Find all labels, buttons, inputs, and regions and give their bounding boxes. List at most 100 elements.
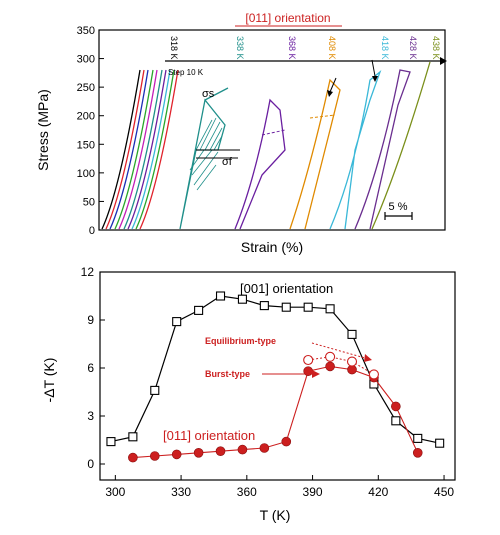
series-001-point — [303, 302, 313, 312]
sigma-f-label: σf — [222, 156, 233, 168]
top-y-tick-label: 200 — [77, 111, 95, 123]
bottom-x-tick-label: 450 — [434, 485, 454, 499]
series-001-point — [347, 329, 357, 339]
series-001-point — [413, 433, 423, 443]
curve-348k — [131, 69, 171, 230]
series-011-point — [325, 361, 335, 372]
curve-398k — [289, 78, 341, 230]
series-011-point — [237, 444, 248, 455]
series-001-line — [110, 295, 440, 444]
series-001-point — [106, 437, 116, 447]
top-y-tick-label: 100 — [77, 168, 95, 180]
series-011-point — [215, 446, 226, 457]
series-001-point — [215, 291, 226, 301]
series-011-point — [149, 451, 160, 461]
series-001-point — [237, 294, 247, 304]
bottom-y-tick-label: 3 — [87, 409, 94, 423]
curve-336k — [118, 69, 158, 230]
arrow-398k-head — [327, 90, 333, 97]
series-001-point — [281, 302, 291, 312]
scale-bar-label: 5 % — [389, 201, 408, 213]
curve-353k — [135, 69, 175, 230]
series-001-point — [128, 432, 138, 442]
series-011-point — [128, 452, 138, 463]
series-equilibrium-point — [368, 369, 379, 380]
curve-438k — [371, 61, 431, 230]
bottom-plot-frame — [99, 271, 456, 481]
legend-011-label: [011] orientation — [163, 428, 255, 443]
series-001-point — [172, 317, 182, 327]
bottom-series — [106, 291, 445, 463]
series-011-point — [259, 443, 270, 453]
delta-t-panel: 300 330 360 390 420 450 0 3 6 9 12 -ΔT (K) T (K) [… — [41, 265, 456, 523]
series-011-point — [171, 449, 182, 460]
bottom-y-tick-label: 0 — [87, 457, 94, 471]
curve-418k — [329, 70, 382, 230]
temp-label-438k: 438 K — [431, 36, 441, 60]
arrow-418k-head — [372, 76, 378, 82]
series-equilibrium-line — [308, 356, 375, 375]
bottom-x-tick-label: 360 — [237, 485, 257, 499]
curve-358k-loop — [179, 98, 226, 230]
curve-338k — [123, 69, 163, 230]
temp-label-418k: 418 K — [380, 36, 390, 60]
series-equilibrium-point — [346, 356, 358, 367]
equilibrium-arrow-head — [364, 354, 372, 362]
top-y-tick-label: 350 — [77, 25, 95, 37]
legend-001-label: [001] orientation — [240, 281, 333, 296]
hatched-area — [189, 117, 223, 191]
series-011-point — [193, 447, 204, 458]
top-x-axis-label: Strain (%) — [241, 239, 303, 255]
curve-358k — [139, 69, 179, 230]
curve-333k — [114, 69, 154, 230]
temp-label-408k: 408 K — [327, 36, 337, 60]
series-011-point — [281, 436, 292, 447]
top-plot-frame — [98, 29, 446, 231]
top-y-axis-label: Stress (MPa) — [35, 89, 51, 171]
top-y-tick-label: 250 — [77, 82, 95, 94]
temp-label-368k: 368 K — [287, 36, 297, 60]
bottom-x-tick-label: 330 — [171, 485, 191, 499]
bottom-y-tick-label: 6 — [87, 361, 94, 375]
curve-358k-loop-upper — [204, 87, 229, 101]
series-equilibrium-point — [303, 354, 314, 366]
series-011-point — [412, 447, 423, 458]
curve-328k — [109, 69, 149, 230]
equilibrium-arrow — [311, 342, 366, 359]
series-equilibrium-point — [325, 351, 336, 362]
series-001-point — [391, 416, 401, 426]
step-label: Step 10 K — [168, 68, 204, 77]
series-001-point — [150, 385, 160, 395]
series-001-point — [435, 438, 445, 448]
series-011-point — [391, 401, 401, 412]
arrow-398k — [329, 77, 337, 93]
series-001-point — [325, 304, 335, 314]
bottom-y-axis-label: -ΔT (K) — [41, 358, 57, 403]
bottom-x-tick-label: 420 — [368, 485, 388, 499]
burst-arrow-head — [312, 370, 320, 378]
temp-label-318k: 318 K — [169, 36, 179, 60]
top-y-tick-label: 0 — [89, 225, 95, 237]
curve-428k — [354, 69, 411, 230]
bottom-x-tick-label: 390 — [303, 485, 323, 499]
series-001-point — [259, 301, 269, 311]
top-y-axis: 0 50 100 150 200 250 300 350 — [77, 25, 104, 237]
step-arrow-head — [440, 57, 447, 65]
curve-398k-dash — [309, 114, 336, 119]
arrow-418k — [371, 59, 376, 77]
curve-323k — [105, 69, 145, 230]
top-y-tick-label: 300 — [77, 54, 95, 66]
temp-label-338k: 338 K — [235, 36, 245, 60]
bottom-x-axis-label: T (K) — [260, 507, 291, 523]
curve-368k — [234, 98, 286, 230]
top-y-tick-label: 150 — [77, 139, 95, 151]
temp-label-428k: 428 K — [408, 36, 418, 60]
bottom-y-tick-label: 9 — [87, 313, 94, 327]
stress-strain-panel: 0 50 100 150 200 250 300 350 Stress (MPa) Strai… — [35, 11, 447, 255]
curve-318k — [101, 69, 141, 230]
equilibrium-type-label: Equilibrium-type — [205, 336, 276, 346]
bottom-y-tick-label: 12 — [81, 265, 95, 279]
curve-368k-dash — [261, 129, 286, 136]
bottom-axes: 300 330 360 390 420 450 0 3 6 9 12 — [81, 265, 455, 499]
